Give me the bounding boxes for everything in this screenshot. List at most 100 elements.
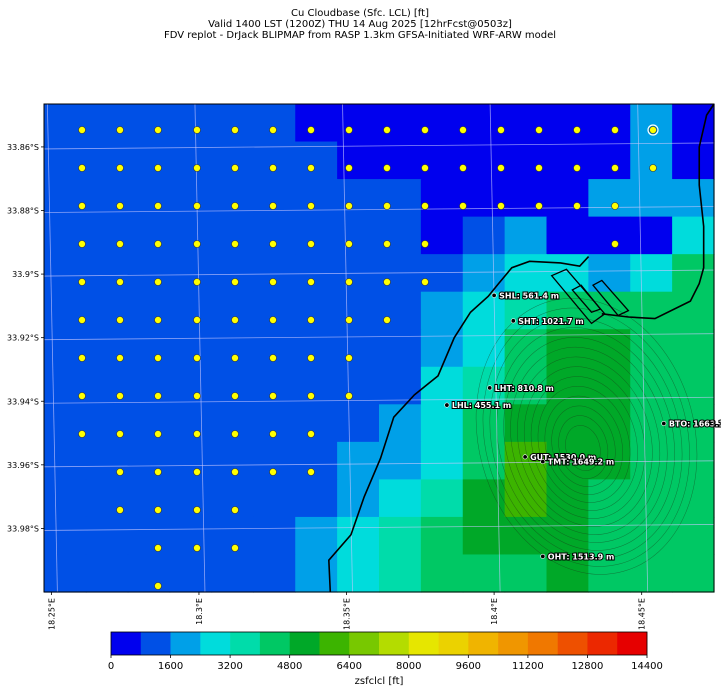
map-cell (169, 441, 213, 480)
grid-point-marker (383, 164, 391, 172)
grid-point-marker (611, 202, 619, 210)
map-cell (379, 441, 422, 480)
map-cell (211, 329, 254, 368)
grid-point-marker (116, 354, 124, 362)
terrain-contour (558, 415, 609, 479)
terrain-contour (523, 366, 646, 519)
parallel-line (43, 206, 715, 213)
colorbar-bin (170, 632, 201, 655)
grid-point-marker (78, 392, 86, 400)
grid-point-marker (649, 164, 657, 172)
grid-point-marker (307, 468, 315, 476)
grid-point-marker (231, 392, 239, 400)
map-cell (253, 141, 296, 180)
map-cell (672, 554, 715, 593)
map-cell (630, 104, 673, 143)
map-cell (127, 554, 171, 593)
map-cell (44, 104, 87, 143)
grid-point-layer (78, 124, 659, 590)
map-cell (462, 141, 506, 180)
lat-tick-label: 33.88°S (7, 207, 39, 216)
grid-point-marker (154, 126, 162, 134)
site-marker (510, 318, 516, 324)
map-cell (127, 291, 171, 330)
grid-point-marker (269, 354, 277, 362)
grid-point-marker (269, 316, 277, 324)
lat-tick-layer: 33.86°S 33.88°S 33.9°S 33.92°S 33.94°S 33.96°… (7, 143, 44, 533)
grid-point-marker (116, 240, 124, 248)
map-cell (420, 479, 464, 518)
grid-point-marker (649, 126, 657, 134)
grid-point-marker (154, 202, 162, 210)
map-cell (546, 141, 589, 180)
lon-tick-label: 18.4°E (490, 598, 499, 625)
lat-tick-label: 33.94°S (7, 397, 39, 406)
map-cell (420, 216, 464, 255)
map-cell (127, 216, 171, 255)
grid-point-marker (78, 354, 86, 362)
map-cell (127, 516, 171, 556)
map-cell (462, 441, 506, 480)
map-cell (253, 554, 296, 593)
grid-point-marker (154, 430, 162, 438)
map-cell (337, 104, 380, 143)
site-marker (522, 454, 528, 460)
grid-point-marker (231, 354, 239, 362)
map-cell (588, 404, 631, 443)
graticule-layer (43, 103, 715, 593)
grid-point-marker (345, 240, 353, 248)
parallel-line (43, 142, 715, 150)
colorbar-tick-label: 0 (108, 661, 114, 672)
terrain-contour (482, 307, 690, 567)
colorbar-bin (230, 632, 261, 655)
grid-point-marker (193, 354, 201, 362)
map-cell (672, 254, 715, 293)
contour-layer (475, 297, 698, 575)
grid-point-marker (193, 392, 201, 400)
grid-point-marker (231, 316, 239, 324)
grid-point-marker (611, 126, 619, 134)
grid-point-marker (269, 240, 277, 248)
map-cell (546, 404, 589, 443)
grid-point-marker (383, 202, 391, 210)
grid-point-marker (78, 126, 86, 134)
grid-point-marker (231, 430, 239, 438)
map-cell (169, 516, 213, 556)
grid-point-marker (78, 430, 86, 438)
grid-point-marker (231, 278, 239, 286)
map-cell (546, 554, 589, 593)
grid-point-marker (231, 126, 239, 134)
colorbar-bin (319, 632, 350, 655)
grid-point-marker (116, 202, 124, 210)
grid-point-marker (154, 582, 162, 590)
map-cell (295, 441, 338, 480)
grid-point-marker (231, 468, 239, 476)
map-cell (85, 254, 129, 293)
colorbar-bin (498, 632, 529, 655)
grid-point-marker (154, 316, 162, 324)
colorbar-frame (110, 631, 648, 656)
coastline-west (328, 256, 590, 593)
map-cell (420, 291, 464, 330)
map-cell (588, 329, 631, 368)
grid-point-marker (193, 316, 201, 324)
map-cell (211, 554, 254, 593)
map-cell (588, 179, 631, 218)
map-cell (546, 291, 589, 330)
map-cell (379, 216, 422, 255)
grid-point-marker (345, 164, 353, 172)
map-cell (462, 516, 506, 556)
grid-point-marker (345, 126, 353, 134)
parallel-line (43, 396, 715, 404)
grid-point-marker (535, 126, 543, 134)
grid-point-marker (193, 544, 201, 552)
terrain-contour (496, 327, 675, 551)
grid-point-marker (421, 126, 429, 134)
map-cell (379, 291, 422, 330)
grid-point-marker (269, 164, 277, 172)
map-cell (630, 291, 673, 330)
map-cell (295, 366, 338, 405)
colorbar-label: zsfclcl [ft] (355, 676, 404, 687)
map-cell (295, 141, 338, 180)
grid-point-marker (231, 240, 239, 248)
